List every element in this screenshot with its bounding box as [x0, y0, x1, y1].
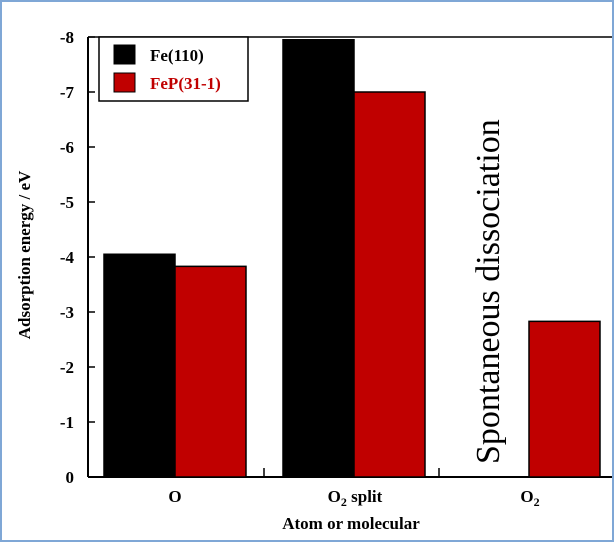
y-tick-label: -8 [60, 28, 74, 47]
legend-swatch-fe110 [113, 44, 136, 65]
bar-fep-1 [353, 91, 426, 478]
y-tick-label: -3 [60, 303, 74, 322]
x-category-labels: O O2 split O2 [168, 487, 539, 509]
legend-swatch-fep [113, 72, 136, 93]
y-tick-label: -5 [60, 193, 74, 212]
bar-fe110-0 [103, 253, 176, 478]
y-tick-label: -2 [60, 358, 74, 377]
legend-label-fe110: Fe(110) [150, 46, 204, 65]
y-tick-label: -7 [60, 83, 75, 102]
bars [103, 39, 601, 478]
spontaneous-dissociation-annotation: Spontaneous dissociation [470, 119, 507, 464]
y-axis-title: Adsorption energy / eV [15, 170, 34, 339]
y-ticks: 0 -1 -2 -3 -4 -5 -6 -7 -8 [60, 28, 95, 487]
x-ticks [263, 468, 440, 477]
y-tick-label: -4 [60, 248, 75, 267]
x-axis-title: Atom or molecular [282, 514, 420, 533]
bar-fe110-1 [282, 39, 355, 478]
y-tick-label: 0 [66, 468, 75, 487]
y-tick-label: -1 [60, 413, 74, 432]
legend: Fe(110) FeP(31-1) [98, 36, 249, 102]
y-tick-label: -6 [60, 138, 74, 157]
x-category-label: O [168, 487, 181, 506]
legend-box [98, 36, 249, 102]
x-category-label: O2 split [328, 487, 383, 509]
legend-label-fep: FeP(31-1) [150, 74, 221, 93]
bar-fep-0 [174, 265, 247, 478]
bar-fep-2 [528, 320, 601, 478]
x-category-label: O2 [520, 487, 539, 509]
